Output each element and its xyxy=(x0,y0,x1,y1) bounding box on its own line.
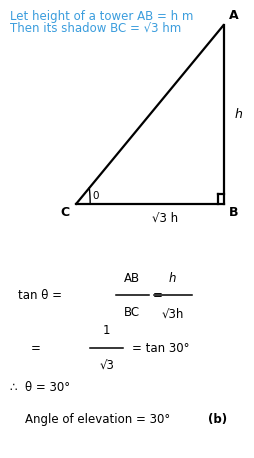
Text: 1: 1 xyxy=(103,324,110,337)
Text: tan θ =: tan θ = xyxy=(18,289,66,302)
Text: AB: AB xyxy=(124,272,140,284)
Text: C: C xyxy=(61,206,70,219)
Text: BC: BC xyxy=(124,306,140,319)
Text: Let height of a tower AB = h m: Let height of a tower AB = h m xyxy=(10,10,194,23)
Text: √3 h: √3 h xyxy=(152,212,178,225)
Text: B: B xyxy=(229,206,239,219)
Text: =: = xyxy=(153,289,162,302)
Text: = tan 30°: = tan 30° xyxy=(132,342,189,354)
Text: Angle of elevation = 30°: Angle of elevation = 30° xyxy=(25,413,171,425)
Text: A: A xyxy=(229,9,238,22)
Text: (b): (b) xyxy=(208,413,227,425)
Text: √3: √3 xyxy=(99,360,114,373)
Text: h: h xyxy=(235,108,243,121)
Text: =: = xyxy=(31,342,40,354)
Text: h: h xyxy=(169,272,177,284)
Text: Then its shadow BC = √3 hm: Then its shadow BC = √3 hm xyxy=(10,22,181,35)
Text: 0: 0 xyxy=(93,191,99,201)
Text: √3h: √3h xyxy=(162,307,184,320)
Text: ∴  θ = 30°: ∴ θ = 30° xyxy=(10,381,70,393)
